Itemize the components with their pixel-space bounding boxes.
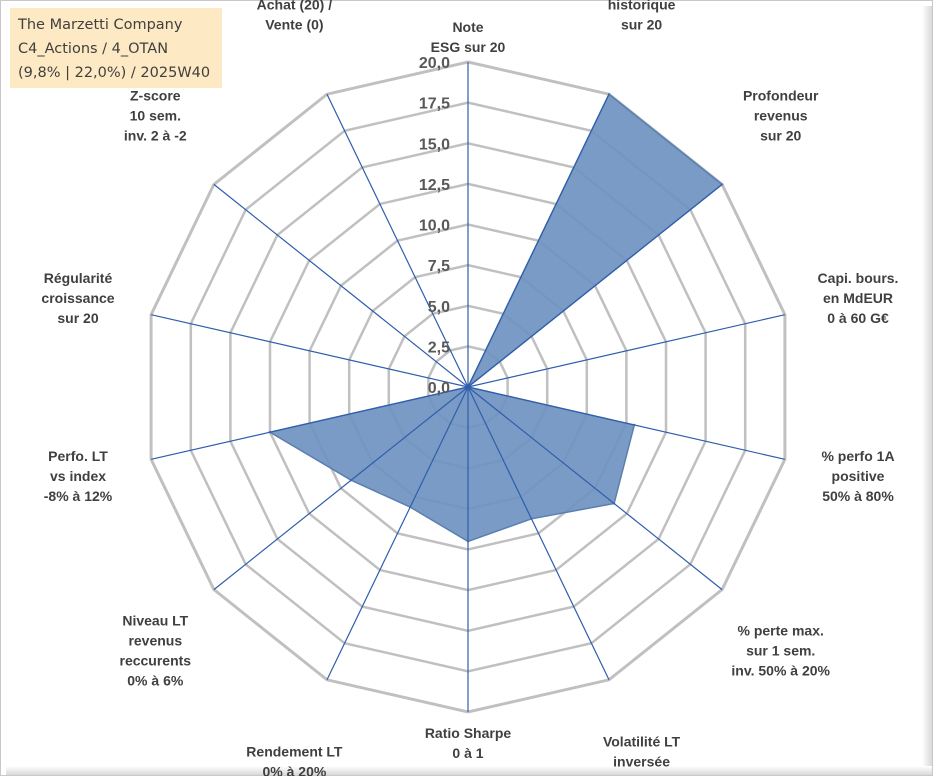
axis-label-line: historique bbox=[608, 0, 676, 13]
axis-label-line: revenus bbox=[128, 632, 182, 648]
axis-label-line: revenus bbox=[754, 108, 808, 124]
axis-label-line: 10 sem. bbox=[130, 108, 181, 124]
axis-label: MomentumAchat (20) /Vente (0) bbox=[257, 0, 333, 33]
axis-spoke bbox=[150, 386, 469, 460]
axis-label-line: sur 20 bbox=[57, 310, 98, 326]
axis-label-line: Ratio Sharpe bbox=[425, 725, 512, 741]
radar-tick-labels: 0,0 2,5 5,0 7,5 10,0 12,5 15,0 17,5 20,0 bbox=[419, 55, 450, 397]
axis-spoke bbox=[213, 183, 469, 388]
axis-label-line: Niveau LT bbox=[122, 612, 188, 628]
frame-shadow-right bbox=[922, 6, 932, 774]
axis-label-line: Note bbox=[452, 19, 483, 35]
tick-label: 20,0 bbox=[419, 55, 450, 72]
frame-shadow-bottom bbox=[6, 766, 932, 775]
axis-spoke bbox=[467, 93, 610, 388]
axis-label-line: Capi. bours. bbox=[818, 270, 899, 286]
period-line: (9,8% | 22,0%) / 2025W40 bbox=[18, 65, 211, 81]
tick-label: 12,5 bbox=[419, 177, 450, 194]
axis-label-line: reccurents bbox=[120, 652, 192, 668]
radar-axis-labels: Note ESG sur 20 Profondeur historique sur 20… bbox=[41, 0, 898, 776]
axis-label-line: positive bbox=[832, 468, 885, 484]
axis-label-line: sur 20 bbox=[760, 128, 801, 144]
axis-label: Perfo. LT vs index -8% à 12% bbox=[44, 448, 113, 504]
axis-label-line: sur 20 bbox=[621, 17, 662, 33]
axis-spoke bbox=[467, 386, 786, 460]
axis-label-line: inversée bbox=[613, 753, 670, 769]
axis-label-line: -8% à 12% bbox=[44, 488, 113, 504]
axis-label-line: % perfo 1A bbox=[821, 448, 894, 464]
axis-label-line: Profondeur bbox=[743, 88, 819, 104]
tick-label: 7,5 bbox=[428, 258, 450, 275]
axis-label: % perte max. sur 1 sem. inv. 50% à 20% bbox=[731, 622, 830, 678]
axis-label: Niveau LT revenus reccurents 0% à 6% bbox=[120, 612, 192, 688]
axis-spoke bbox=[326, 93, 469, 388]
axis-label-line: ESG sur 20 bbox=[431, 39, 506, 55]
axis-label-line: % perte max. bbox=[738, 622, 824, 638]
axis-label-line: croissance bbox=[41, 290, 114, 306]
axis-spoke bbox=[150, 314, 469, 388]
series-area bbox=[267, 93, 724, 543]
axis-label: Z-score 10 sem. inv. 2 à -2 bbox=[124, 88, 187, 144]
title-box: The Marzetti Company C4_Actions / 4_OTAN… bbox=[10, 8, 222, 88]
company-name: The Marzetti Company bbox=[18, 17, 183, 33]
tick-label: 17,5 bbox=[419, 96, 450, 113]
axis-label-line: sur 1 sem. bbox=[746, 642, 815, 658]
axis-label-line: Vente (0) bbox=[265, 17, 323, 33]
axis-label: Ratio Sharpe 0 à 1 bbox=[425, 725, 512, 761]
axis-label-line: inv. 50% à 20% bbox=[731, 662, 830, 678]
radar-spokes bbox=[150, 62, 786, 712]
axis-spoke bbox=[326, 386, 469, 681]
axis-label-line: 0 à 60 G€ bbox=[827, 310, 889, 326]
axis-label-line: 50% à 80% bbox=[822, 488, 894, 504]
axis-spoke bbox=[467, 183, 723, 388]
axis-spoke bbox=[467, 386, 610, 681]
axis-label-line: en MdEUR bbox=[823, 290, 893, 306]
axis-spoke bbox=[213, 386, 469, 591]
axis-label-line: vs index bbox=[50, 468, 106, 484]
axis-label-line: 40% à 0% bbox=[610, 773, 674, 776]
axis-label: Profondeurhistoriquesur 20 bbox=[604, 0, 680, 33]
tick-label: 15,0 bbox=[419, 136, 450, 153]
tick-label: 5,0 bbox=[428, 299, 450, 316]
axis-label-line: Volatilité LT bbox=[603, 733, 681, 749]
axis-spoke bbox=[467, 386, 723, 591]
tick-label: 0,0 bbox=[428, 380, 450, 397]
axis-label-line: 0% à 20% bbox=[262, 763, 326, 776]
axis-label-line: Achat (20) / bbox=[257, 0, 333, 13]
axis-label: Capi. bours. en MdEUR 0 à 60 G€ bbox=[818, 270, 899, 326]
axis-label-line: inv. 2 à -2 bbox=[124, 128, 187, 144]
axis-label: Régularité croissance sur 20 bbox=[41, 270, 114, 326]
axis-label-line: Rendement LT bbox=[246, 743, 343, 759]
tick-label: 10,0 bbox=[419, 218, 450, 235]
axis-label-line: Z-score bbox=[130, 88, 181, 104]
axis-label-line: Régularité bbox=[44, 270, 113, 286]
axis-label-line: Perfo. LT bbox=[48, 448, 108, 464]
axis-spoke bbox=[467, 314, 786, 388]
axis-label: % perfo 1A positive 50% à 80% bbox=[821, 448, 894, 504]
axis-label: Note ESG sur 20 bbox=[431, 19, 506, 55]
axis-label-line: 0 à 1 bbox=[452, 745, 483, 761]
axis-label-line: 0% à 6% bbox=[127, 672, 184, 688]
category-line: C4_Actions / 4_OTAN bbox=[18, 41, 169, 57]
tick-label: 2,5 bbox=[428, 339, 450, 356]
axis-label: Profondeur revenus sur 20 bbox=[743, 88, 819, 144]
axis-label: Rendement LT 0% à 20% bbox=[246, 743, 343, 776]
axis-label: Volatilité LT inversée 40% à 0% bbox=[603, 733, 681, 776]
